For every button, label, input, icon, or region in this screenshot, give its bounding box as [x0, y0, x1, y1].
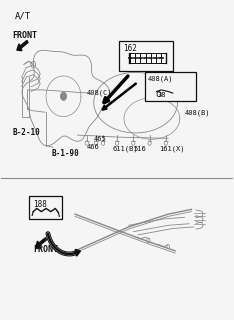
Circle shape — [61, 92, 66, 100]
Bar — [119, 41, 173, 71]
Text: FRONT: FRONT — [33, 245, 58, 254]
Text: B-2-10: B-2-10 — [12, 128, 40, 137]
Text: FRONT: FRONT — [12, 31, 37, 40]
Text: 611(B): 611(B) — [112, 146, 138, 152]
Text: 161(X): 161(X) — [159, 146, 184, 152]
Text: 38: 38 — [158, 92, 166, 98]
FancyArrow shape — [75, 249, 80, 256]
Bar — [29, 196, 62, 219]
Text: 188: 188 — [33, 200, 47, 210]
Text: 465: 465 — [94, 136, 106, 142]
Text: A/T: A/T — [15, 12, 31, 21]
FancyArrow shape — [36, 238, 47, 248]
Text: 408(C): 408(C) — [87, 90, 112, 96]
Bar — [145, 72, 196, 101]
Text: 162: 162 — [123, 44, 137, 53]
Text: 408(A): 408(A) — [148, 76, 173, 82]
Text: 466: 466 — [87, 144, 99, 150]
FancyArrow shape — [17, 40, 28, 51]
Text: 408(B): 408(B) — [184, 109, 210, 116]
Text: B-1-90: B-1-90 — [52, 149, 80, 158]
Text: 516: 516 — [133, 146, 146, 152]
